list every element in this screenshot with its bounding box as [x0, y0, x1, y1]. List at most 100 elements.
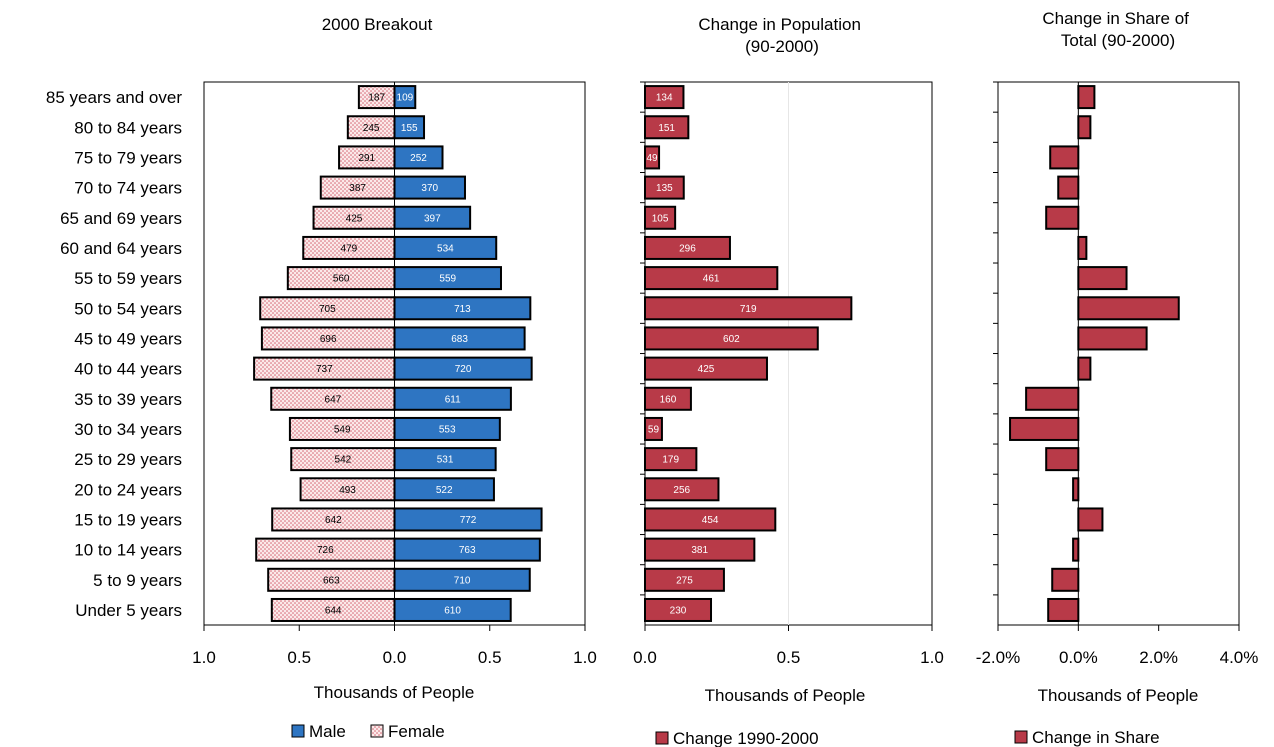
- change-bar: [644, 567, 725, 592]
- female-bar: [290, 447, 396, 472]
- share-bar: [1077, 356, 1092, 381]
- change-bar: [644, 597, 713, 622]
- change-data-label: 381: [691, 545, 708, 556]
- share-bar: [1072, 477, 1080, 502]
- female-bar: [270, 386, 396, 411]
- change-data-label: 59: [648, 424, 660, 435]
- change-data-label: 425: [698, 364, 715, 375]
- panel1-legend: Male Female: [291, 722, 445, 741]
- panel2-legend: Change 1990-2000: [655, 729, 819, 747]
- category-label: 40 to 44 years: [74, 360, 182, 379]
- panel1-x-tick-label: 0.0: [383, 648, 407, 667]
- female-data-label: 493: [339, 485, 356, 496]
- panel3-title: Change in Share of Total (90-2000): [1042, 9, 1193, 50]
- change-data-label: 296: [679, 243, 696, 254]
- panel2-x-tick-label: 0.0: [633, 648, 657, 667]
- panel3-x-tick-label: 2.0%: [1139, 648, 1178, 667]
- legend-label-male: Male: [309, 722, 346, 741]
- female-bar: [346, 115, 396, 140]
- change-data-label: 151: [658, 123, 675, 134]
- category-label: 75 to 79 years: [74, 148, 182, 167]
- female-bar: [259, 296, 396, 321]
- change-data-label: 135: [656, 183, 673, 194]
- male-data-label: 683: [451, 334, 468, 345]
- female-data-label: 187: [368, 93, 385, 104]
- female-bar: [302, 235, 396, 260]
- female-data-label: 542: [335, 455, 352, 466]
- share-bar: [1049, 145, 1080, 170]
- female-bar: [338, 145, 396, 170]
- share-bar: [1077, 235, 1088, 260]
- category-label: 60 and 64 years: [60, 239, 182, 258]
- female-data-label: 737: [316, 364, 333, 375]
- legend-swatch-male: [291, 724, 305, 738]
- panel3-x-axis-title: Thousands of People: [1038, 686, 1199, 705]
- change-data-label: 275: [676, 575, 693, 586]
- female-bar: [357, 85, 396, 110]
- male-data-label: 713: [454, 304, 471, 315]
- category-label: 50 to 54 years: [74, 299, 182, 318]
- male-data-label: 522: [436, 485, 453, 496]
- female-data-label: 705: [319, 304, 336, 315]
- female-data-label: 549: [334, 424, 351, 435]
- panel3-title-line2: Total (90-2000): [1061, 31, 1175, 50]
- category-label: 10 to 14 years: [74, 541, 182, 560]
- change-bar: [644, 477, 720, 502]
- change-data-label: 719: [740, 304, 757, 315]
- panel1-x-tick-label: 0.5: [478, 648, 502, 667]
- change-bar: [644, 266, 779, 291]
- change-bar: [644, 296, 853, 321]
- male-data-label: 720: [455, 364, 472, 375]
- female-bar: [267, 567, 396, 592]
- female-bar: [286, 266, 396, 291]
- female-data-label: 245: [363, 123, 380, 134]
- change-data-label: 134: [656, 93, 673, 104]
- male-data-label: 531: [437, 455, 454, 466]
- male-data-label: 370: [421, 183, 438, 194]
- female-data-label: 291: [358, 153, 375, 164]
- male-data-label: 763: [459, 545, 476, 556]
- male-data-label: 155: [401, 123, 418, 134]
- male-data-label: 610: [444, 605, 461, 616]
- legend-swatch-change: [655, 731, 669, 745]
- share-bar: [1072, 537, 1080, 562]
- change-bar: [644, 145, 661, 170]
- panel2-x-tick-label: 1.0: [920, 648, 944, 667]
- male-data-label: 559: [439, 274, 456, 285]
- legend-label-share: Change in Share: [1032, 728, 1160, 747]
- change-bar: [644, 85, 685, 110]
- category-label: 85 years and over: [46, 88, 182, 107]
- share-bar: [1077, 266, 1128, 291]
- panel1-x-axis-title: Thousands of People: [314, 683, 475, 702]
- change-bar: [644, 537, 756, 562]
- female-bar: [255, 537, 396, 562]
- female-bar: [288, 416, 396, 441]
- panel3-x-tick-label: 4.0%: [1220, 648, 1259, 667]
- female-bar: [319, 175, 396, 200]
- category-label: 65 and 69 years: [60, 209, 182, 228]
- female-data-label: 425: [346, 213, 363, 224]
- female-bar: [271, 507, 396, 532]
- panel3-x-tick-label: -2.0%: [976, 648, 1020, 667]
- change-bar: [644, 447, 698, 472]
- female-data-label: 696: [320, 334, 337, 345]
- panel2-title-line1: Change in Population: [698, 15, 861, 34]
- female-bar: [260, 326, 396, 351]
- female-data-label: 726: [317, 545, 334, 556]
- change-data-label: 256: [673, 485, 690, 496]
- category-label: 45 to 49 years: [74, 329, 182, 348]
- panel3-x-tick-label: 0.0%: [1059, 648, 1098, 667]
- category-label: 70 to 74 years: [74, 179, 182, 198]
- female-bar: [312, 205, 396, 230]
- share-bar: [1045, 205, 1080, 230]
- female-data-label: 647: [325, 394, 342, 405]
- male-data-label: 772: [460, 515, 477, 526]
- share-bar: [1077, 507, 1104, 532]
- share-bar: [1077, 85, 1096, 110]
- change-bar: [644, 356, 768, 381]
- legend-label-change: Change 1990-2000: [673, 729, 819, 747]
- share-bar: [1051, 567, 1080, 592]
- share-bar: [1009, 416, 1080, 441]
- panel2-x-tick-label: 0.5: [777, 648, 801, 667]
- share-bar: [1047, 597, 1080, 622]
